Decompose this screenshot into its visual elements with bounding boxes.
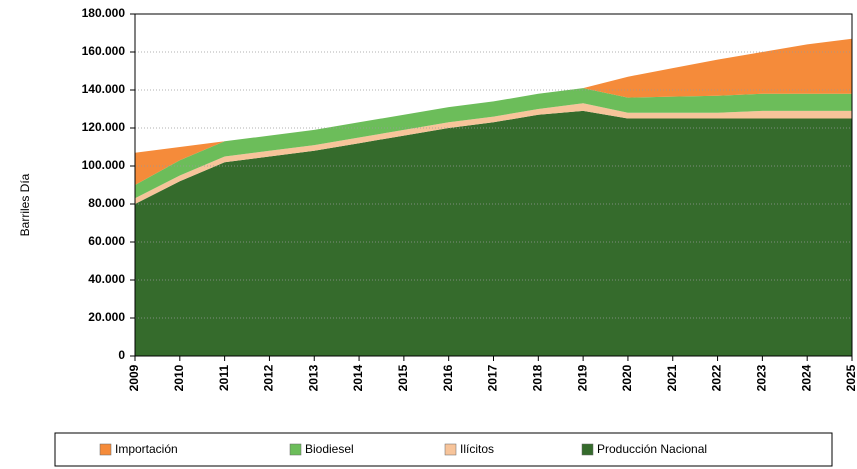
x-tick-label: 2022 xyxy=(710,364,724,391)
x-tick-label: 2017 xyxy=(486,364,500,391)
area xyxy=(135,103,852,204)
y-tick-label: 140.000 xyxy=(82,82,126,96)
legend-label: Ilícitos xyxy=(460,442,494,456)
x-tick-label: 2010 xyxy=(172,364,186,391)
y-tick-label: 180.000 xyxy=(82,6,126,20)
y-tick-label: 100.000 xyxy=(82,158,126,172)
y-tick-label: 120.000 xyxy=(82,120,126,134)
x-tick-label: 2013 xyxy=(306,364,320,391)
y-tick-label: 80.000 xyxy=(88,196,125,210)
x-tick-label: 2019 xyxy=(575,364,589,391)
y-tick-label: 60.000 xyxy=(88,234,125,248)
x-tick-label: 2015 xyxy=(396,364,410,391)
area xyxy=(135,38,852,186)
x-tick-label: 2011 xyxy=(217,365,231,391)
x-tick-label: 2024 xyxy=(799,364,813,391)
legend-label: Producción Nacional xyxy=(597,442,707,456)
legend-box xyxy=(54,432,833,467)
x-tick-label: 2012 xyxy=(262,364,276,391)
x-tick-label: 2025 xyxy=(844,364,857,391)
x-tick-label: 2023 xyxy=(755,364,769,391)
y-tick-label: 160.000 xyxy=(82,44,126,58)
x-tick-label: 2009 xyxy=(127,364,141,391)
y-tick-label: 20.000 xyxy=(88,310,125,324)
x-tick-label: 2021 xyxy=(665,364,679,391)
y-axis-label: Barriles Día xyxy=(18,173,32,236)
x-tick-label: 2016 xyxy=(441,364,455,391)
legend-swatch xyxy=(581,443,594,456)
x-tick-label: 2014 xyxy=(351,364,365,391)
y-tick-label: 40.000 xyxy=(88,272,125,286)
legend-swatch xyxy=(289,443,302,456)
legend-swatch xyxy=(444,443,457,456)
area xyxy=(135,88,852,199)
x-tick-label: 2018 xyxy=(530,364,544,391)
legend-swatch xyxy=(99,443,112,456)
legend-label: Importación xyxy=(115,442,178,456)
area xyxy=(135,110,852,357)
y-tick-label: 0 xyxy=(118,348,125,362)
x-tick-label: 2020 xyxy=(620,364,634,391)
legend-label: Biodiesel xyxy=(305,442,354,456)
